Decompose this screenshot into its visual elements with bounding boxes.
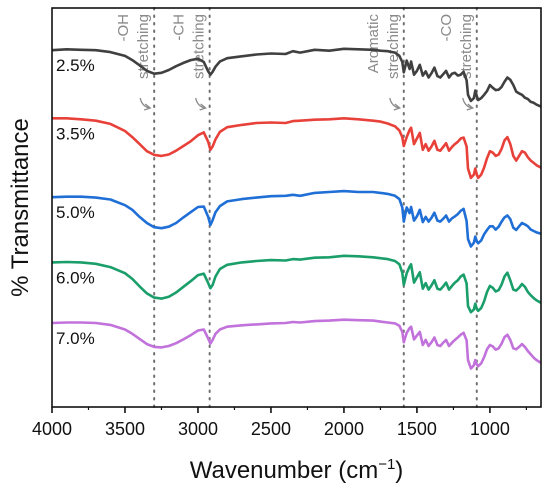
x-axis-title-main: Wavenumber (cm (190, 457, 378, 484)
x-axis-ticks: 4000 3500 3000 2500 2000 1500 1000 (32, 407, 528, 439)
annotation-line: stretching (458, 14, 475, 79)
x-axis-title-superscript: −1 (378, 456, 395, 473)
y-axis-title: % Transmittance (7, 118, 34, 297)
series-line (51, 189, 542, 248)
annotation-line: stretching (191, 14, 208, 79)
x-axis-title: Wavenumber (cm−1) (190, 456, 404, 484)
x-tick-label: 1000 (470, 419, 510, 439)
series-line (52, 117, 542, 180)
series-labels: 2.5% 3.5% 5.0% 6.0% 7.0% (56, 56, 95, 348)
annotation-arrowhead (143, 103, 152, 111)
series-line (51, 47, 542, 108)
annotation-arrowhead (199, 103, 207, 111)
annotation-line: stretching (385, 14, 402, 79)
x-tick-label: 2000 (324, 419, 364, 439)
band-annotations: -OH stretching -CH stretching Aromatic stretc… (115, 14, 475, 111)
annotation-arrowhead (393, 103, 402, 111)
annotation-line: -CO (438, 14, 455, 42)
band-annotation: -OH stretching (115, 14, 152, 111)
plot-frame (51, 7, 542, 408)
x-tick-label: 3500 (105, 419, 145, 439)
series-line (51, 318, 542, 370)
annotation-line: -CH (171, 14, 188, 41)
x-tick-label: 2500 (251, 419, 291, 439)
series-lines (51, 47, 542, 370)
series-line (51, 254, 542, 314)
annotation-line: stretching (135, 14, 152, 79)
x-axis-title-close: ) (395, 457, 403, 484)
band-annotation: Aromatic stretching (365, 14, 402, 111)
series-label: 7.0% (56, 329, 95, 348)
x-tick-label: 3000 (178, 419, 218, 439)
annotation-line: Aromatic (365, 14, 382, 74)
x-tick-label: 1500 (397, 419, 437, 439)
x-tick-label: 4000 (32, 419, 72, 439)
annotation-arrowhead (466, 103, 475, 111)
series-label: 5.0% (56, 203, 95, 222)
annotation-line: -OH (115, 14, 132, 42)
series-label: 3.5% (56, 124, 95, 143)
series-label: 6.0% (56, 268, 95, 287)
series-label: 2.5% (56, 56, 95, 75)
band-annotation: -CO stretching (438, 14, 475, 111)
